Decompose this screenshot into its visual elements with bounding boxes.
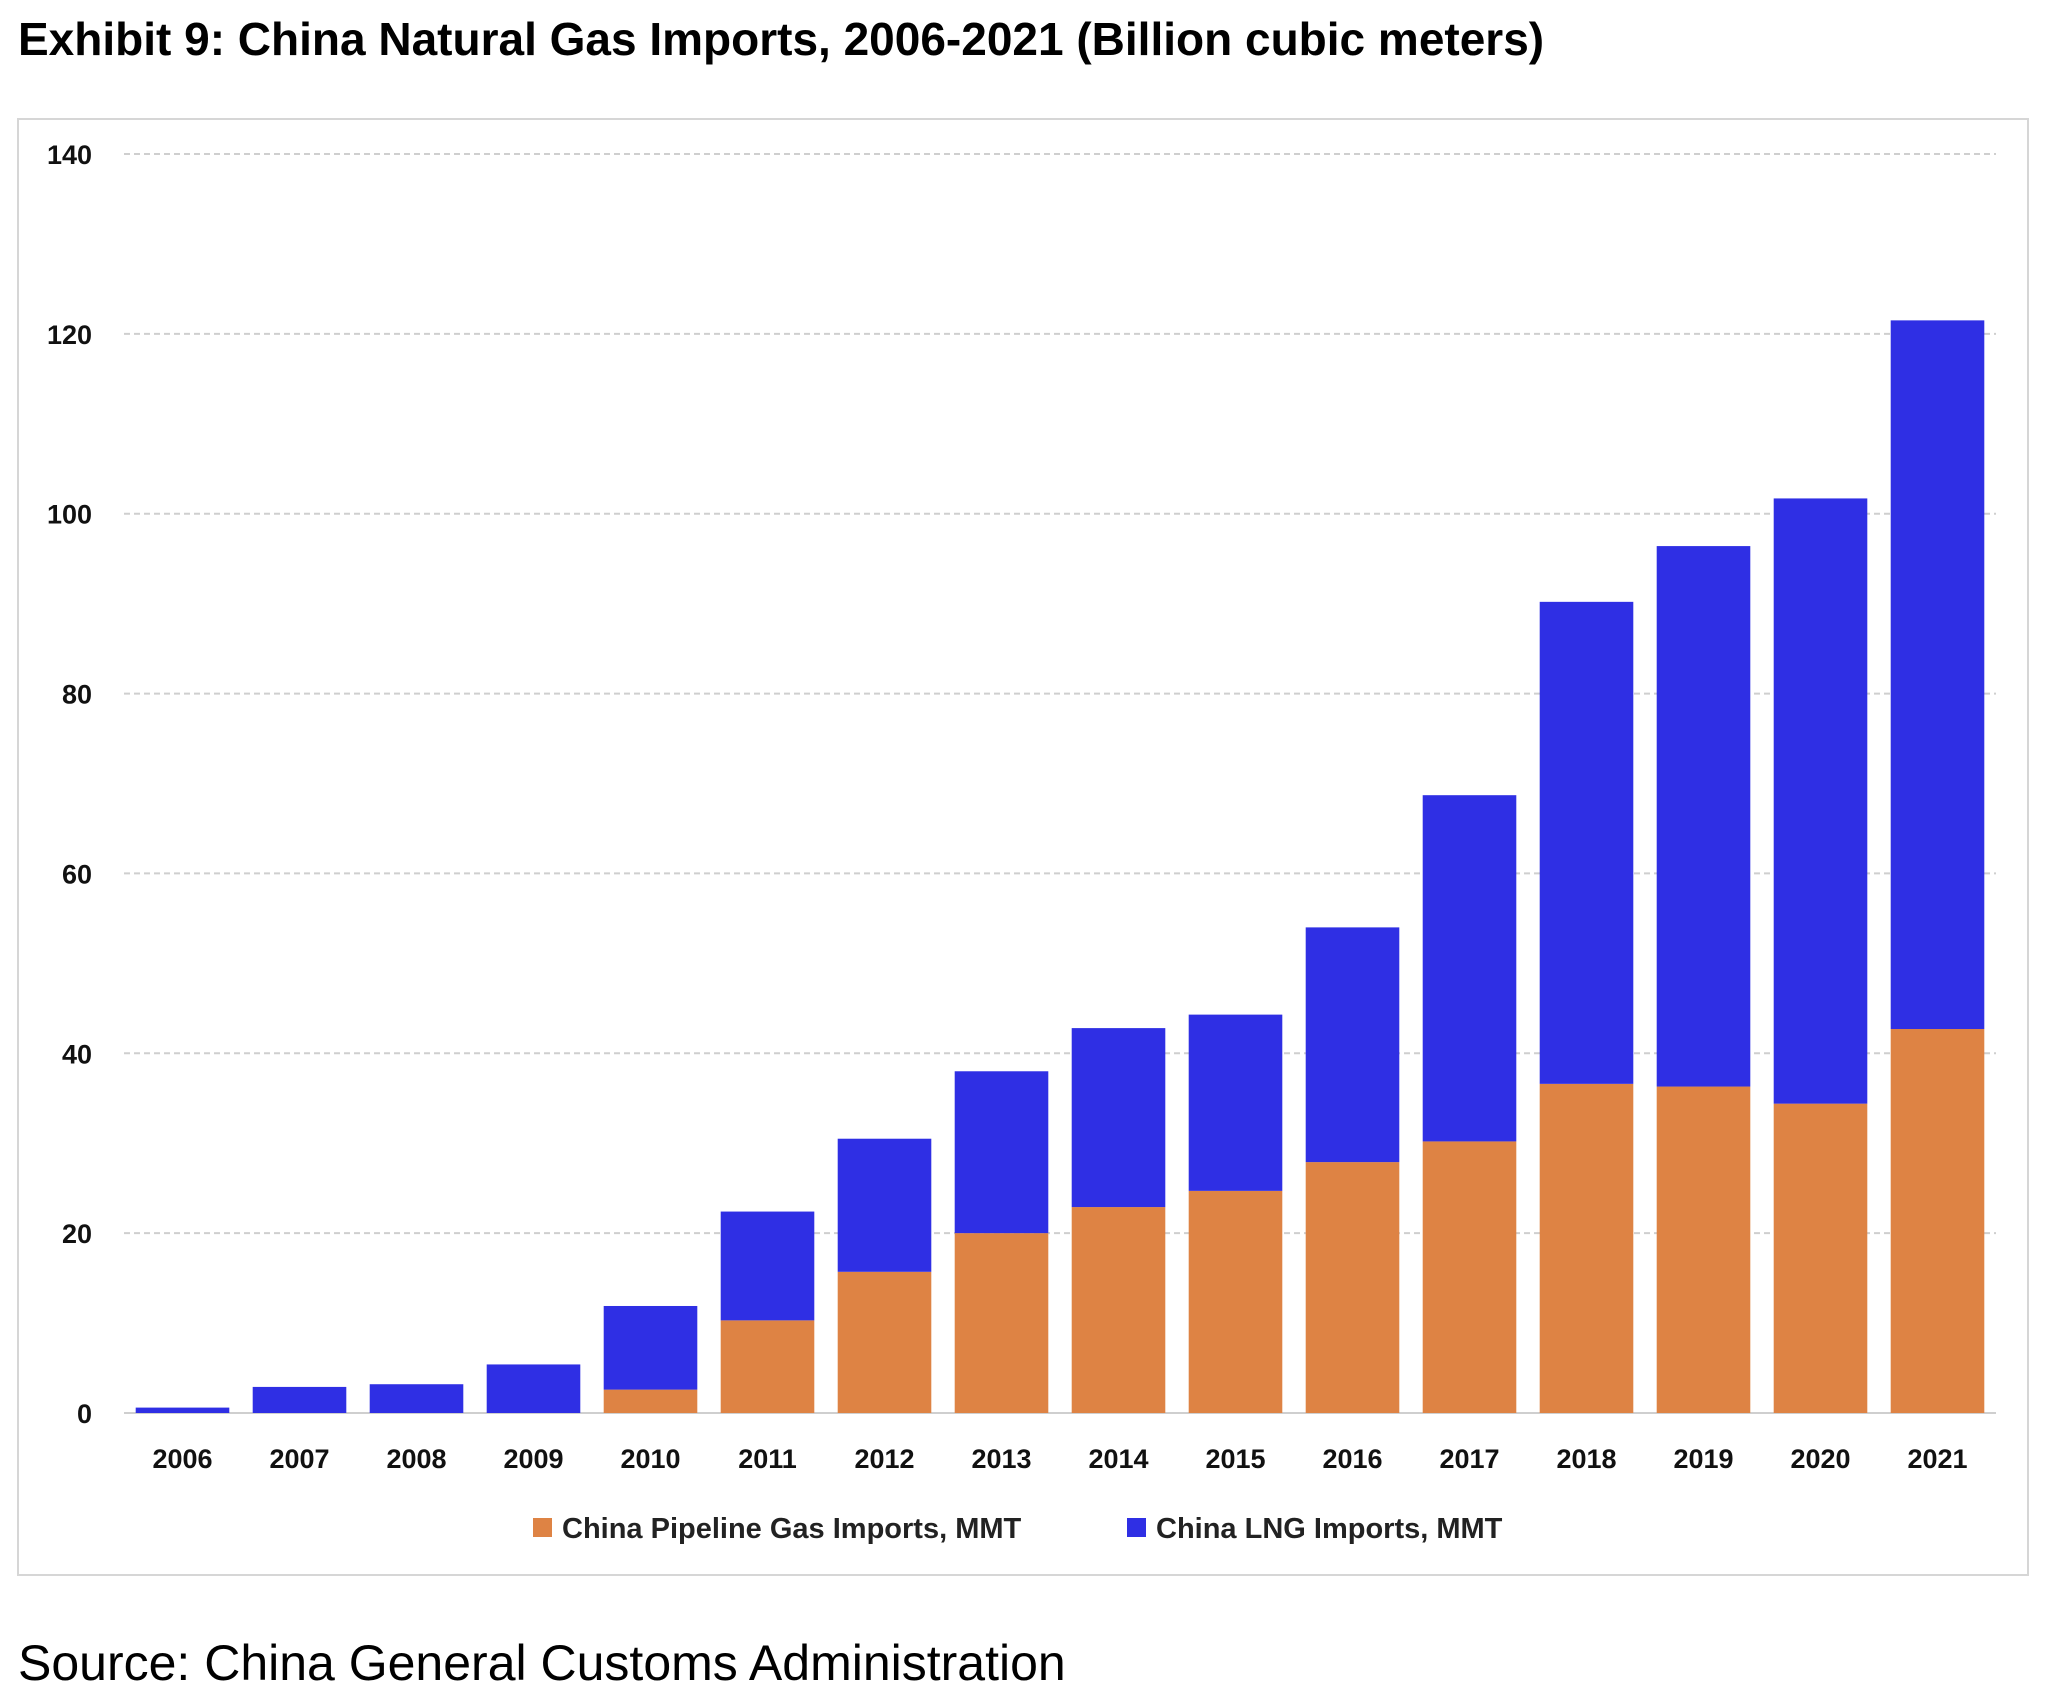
x-tick-label: 2013 (971, 1444, 1031, 1474)
legend-label: China LNG Imports, MMT (1156, 1513, 1503, 1545)
x-tick-label: 2021 (1907, 1444, 1967, 1474)
bar-pipeline-2016 (1305, 1162, 1400, 1413)
bar-lng-2011 (720, 1211, 815, 1321)
bar-pipeline-2019 (1656, 1086, 1751, 1413)
y-tick-label: 60 (62, 859, 92, 889)
bar-pipeline-2013 (954, 1233, 1049, 1413)
bar-pipeline-2015 (1188, 1190, 1283, 1413)
x-tick-label: 2014 (1088, 1444, 1148, 1474)
y-tick-label: 40 (62, 1039, 92, 1069)
legend: China Pipeline Gas Imports, MMT China LNG… (533, 1513, 1503, 1545)
x-tick-label: 2010 (620, 1444, 680, 1474)
bar-pipeline-2017 (1422, 1141, 1517, 1413)
y-tick-label: 20 (62, 1219, 92, 1249)
bar-pipeline-2011 (720, 1320, 815, 1413)
bar-lng-2012 (837, 1138, 932, 1272)
x-tick-label: 2019 (1673, 1444, 1733, 1474)
y-tick-label: 140 (47, 140, 92, 170)
bar-lng-2008 (369, 1384, 464, 1413)
chart-title: Exhibit 9: China Natural Gas Imports, 20… (18, 13, 1544, 65)
bar-lng-2021 (1890, 320, 1985, 1030)
bar-lng-2010 (603, 1305, 698, 1390)
bar-lng-2009 (486, 1364, 581, 1413)
y-tick-label: 100 (47, 500, 92, 530)
bar-lng-2014 (1071, 1028, 1166, 1208)
x-tick-label: 2009 (503, 1444, 563, 1474)
bar-pipeline-2014 (1071, 1207, 1166, 1413)
x-tick-label: 2016 (1322, 1444, 1382, 1474)
x-tick-label: 2017 (1439, 1444, 1499, 1474)
bars (135, 320, 1985, 1413)
bar-lng-2016 (1305, 927, 1400, 1163)
x-tick-label: 2007 (269, 1444, 329, 1474)
bar-lng-2007 (252, 1386, 347, 1413)
y-tick-label: 0 (77, 1399, 92, 1429)
source-note: Source: China General Customs Administra… (18, 1635, 1066, 1691)
bar-pipeline-2018 (1539, 1083, 1634, 1413)
bar-lng-2017 (1422, 795, 1517, 1142)
x-tick-label: 2012 (854, 1444, 914, 1474)
x-tick-label: 2011 (738, 1444, 797, 1474)
bar-lng-2020 (1773, 498, 1868, 1104)
bar-lng-2015 (1188, 1014, 1283, 1191)
x-tick-label: 2020 (1790, 1444, 1850, 1474)
bar-pipeline-2020 (1773, 1103, 1868, 1413)
x-tick-label: 2006 (152, 1444, 212, 1474)
bar-pipeline-2012 (837, 1271, 932, 1413)
bar-pipeline-2021 (1890, 1029, 1985, 1413)
y-tick-label: 80 (62, 680, 92, 710)
legend-label: China Pipeline Gas Imports, MMT (562, 1513, 1022, 1545)
legend-swatch (533, 1518, 552, 1537)
bar-pipeline-2010 (603, 1389, 698, 1413)
x-tick-label: 2018 (1556, 1444, 1616, 1474)
bar-lng-2013 (954, 1071, 1049, 1234)
x-tick-label: 2008 (386, 1444, 446, 1474)
legend-swatch (1127, 1518, 1146, 1537)
bar-lng-2018 (1539, 601, 1634, 1084)
y-axis-ticks: 0 20 40 60 80 100 120 140 (47, 140, 92, 1429)
bar-lng-2006 (135, 1407, 230, 1413)
x-tick-label: 2015 (1205, 1444, 1265, 1474)
bar-lng-2019 (1656, 546, 1751, 1087)
y-tick-label: 120 (47, 320, 92, 350)
x-axis-ticks: 2006 2007 2008 2009 2010 2011 2012 2013 2014 2015… (152, 1444, 1967, 1474)
